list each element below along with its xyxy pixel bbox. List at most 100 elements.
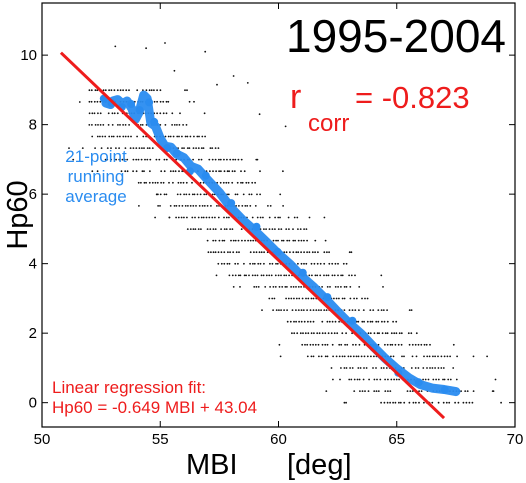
- scatter-point: [250, 193, 253, 196]
- scatter-point: [107, 124, 110, 126]
- scatter-point: [365, 367, 368, 369]
- scatter-point: [90, 89, 93, 92]
- scatter-point: [159, 100, 162, 103]
- scatter-point: [151, 147, 154, 150]
- scatter-point: [181, 135, 183, 138]
- scatter-outlier: [145, 47, 148, 50]
- scatter-point: [228, 170, 231, 173]
- scatter-point: [254, 274, 257, 277]
- scatter-point: [363, 367, 365, 369]
- scatter-outlier: [78, 101, 81, 103]
- scatter-point: [292, 228, 294, 231]
- scatter-point: [208, 216, 211, 219]
- scatter-point: [330, 367, 333, 369]
- scatter-point: [292, 239, 295, 242]
- scatter-point: [118, 147, 120, 150]
- scatter-point: [141, 170, 144, 173]
- scatter-point: [422, 378, 424, 381]
- scatter-point: [122, 135, 125, 138]
- scatter-point: [394, 343, 397, 346]
- scatter-point: [337, 262, 339, 265]
- scatter-point: [235, 251, 238, 254]
- scatter-point: [212, 228, 215, 231]
- scatter-point: [336, 332, 339, 335]
- running-average-point: [252, 222, 261, 231]
- scatter-point: [129, 147, 132, 150]
- scatter-point: [323, 262, 326, 265]
- scatter-point: [332, 378, 334, 381]
- scatter-point: [227, 193, 230, 196]
- scatter-point: [373, 378, 376, 381]
- scatter-point: [472, 390, 475, 392]
- scatter-point: [145, 181, 148, 184]
- scatter-point: [386, 343, 389, 346]
- scatter-point: [417, 343, 420, 346]
- scatter-point: [157, 205, 160, 207]
- scatter-point: [323, 274, 325, 277]
- scatter-point: [175, 216, 178, 219]
- scatter-point: [306, 309, 308, 311]
- scatter-point: [262, 274, 265, 277]
- scatter-point: [395, 320, 398, 323]
- scatter-point: [211, 193, 214, 196]
- scatter-point: [306, 355, 309, 358]
- scatter-point: [253, 286, 256, 288]
- scatter-point: [124, 124, 127, 126]
- scatter-point: [316, 262, 319, 265]
- scatter-point: [227, 251, 229, 254]
- scatter-point: [112, 135, 115, 138]
- scatter-point: [259, 170, 261, 173]
- scatter-point: [309, 309, 312, 311]
- scatter-point: [208, 158, 211, 161]
- scatter-point: [366, 320, 369, 323]
- scatter-point: [455, 378, 458, 381]
- scatter-point: [214, 228, 217, 231]
- scatter-point: [180, 216, 183, 219]
- scatter-point: [156, 112, 159, 115]
- scatter-point: [138, 147, 141, 150]
- scatter-point: [118, 158, 121, 161]
- x-tick-label: 65: [388, 431, 405, 448]
- scatter-point: [295, 251, 298, 254]
- scatter-point: [177, 216, 180, 219]
- scatter-point: [278, 309, 280, 311]
- scatter-point: [220, 262, 223, 265]
- scatter-point: [341, 355, 344, 358]
- scatter-point: [94, 124, 97, 126]
- scatter-point: [251, 216, 254, 219]
- scatter-point: [392, 355, 395, 358]
- scatter-point: [171, 112, 174, 115]
- scatter-point: [222, 181, 225, 184]
- scatter-point: [426, 355, 429, 358]
- scatter-point: [431, 367, 434, 369]
- scatter-point: [300, 251, 302, 254]
- scatter-point: [93, 100, 96, 103]
- scatter-point: [81, 147, 84, 150]
- scatter-point: [120, 170, 123, 173]
- scatter-point: [307, 320, 309, 323]
- scatter-point: [383, 401, 386, 404]
- scatter-point: [172, 170, 175, 173]
- scatter-point: [395, 378, 398, 381]
- scatter-point: [277, 274, 280, 277]
- scatter-point: [437, 378, 440, 381]
- scatter-point: [383, 320, 386, 323]
- scatter-point: [298, 320, 300, 323]
- scatter-point: [341, 332, 344, 335]
- scatter-point: [330, 332, 333, 335]
- scatter-point: [188, 100, 191, 103]
- scatter-point: [340, 367, 342, 369]
- scatter-outlier: [204, 50, 207, 53]
- scatter-point: [218, 170, 221, 173]
- scatter-point: [287, 297, 290, 300]
- scatter-point: [345, 262, 348, 265]
- scatter-point: [102, 124, 105, 126]
- scatter-point: [414, 367, 417, 369]
- scatter-point: [286, 320, 289, 323]
- scatter-point: [363, 320, 365, 323]
- scatter-point: [386, 401, 389, 404]
- scatter-point: [119, 124, 121, 126]
- scatter-point: [211, 216, 214, 219]
- scatter-point: [180, 181, 182, 184]
- scatter-point: [354, 343, 357, 346]
